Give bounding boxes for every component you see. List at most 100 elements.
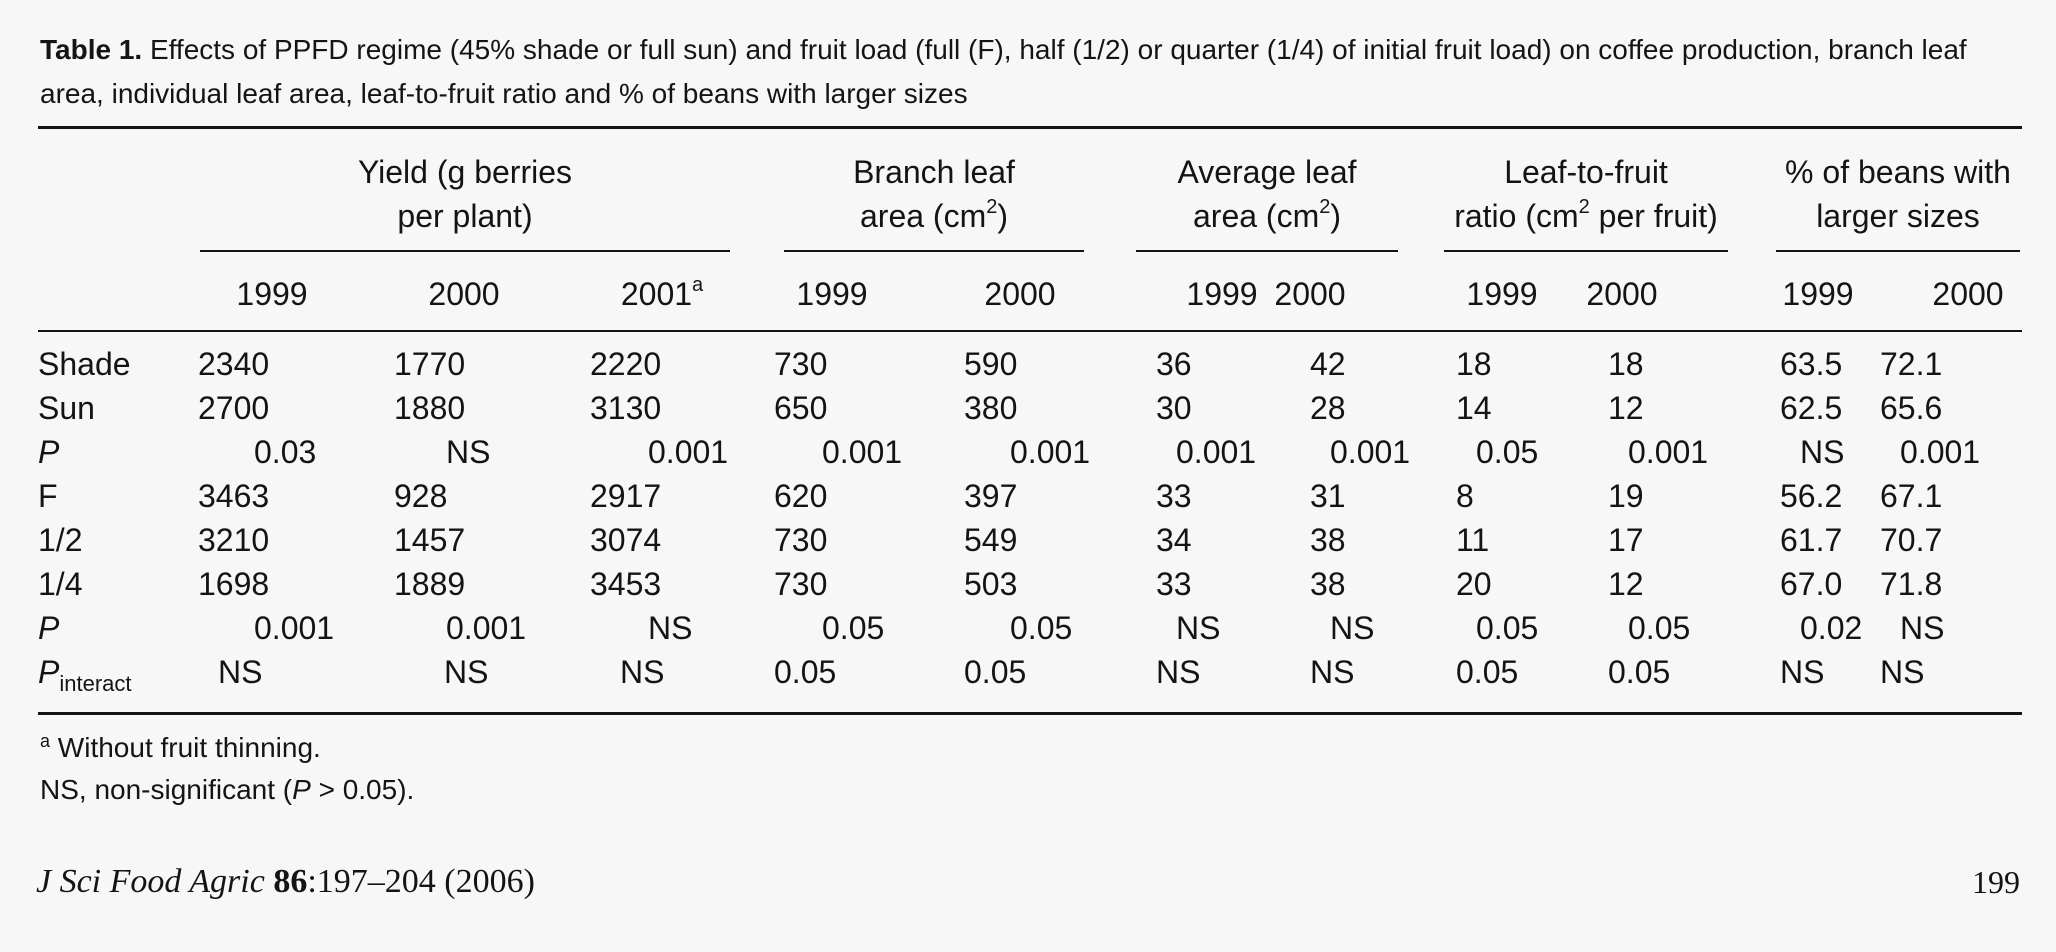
table-cell: NS: [1330, 610, 1375, 646]
footnote-a: a Without fruit thinning.: [40, 730, 321, 766]
table-cell: 38: [1310, 522, 1346, 558]
journal-name: J Sci Food Agric: [36, 863, 265, 900]
table-cell: 503: [964, 566, 1018, 602]
table-cell: 12: [1608, 566, 1644, 602]
table-cell: 2700: [198, 390, 270, 426]
table-cell: 71.8: [1880, 566, 1943, 602]
table-cell: 0.001: [822, 434, 903, 470]
table-cell: 0.05: [1608, 654, 1671, 690]
table-cell: 20: [1456, 566, 1492, 602]
header-beans-larger-sizes: % of beans with larger sizes: [1776, 150, 2020, 238]
year-label: 2001: [620, 276, 693, 312]
header-avgleaf-sup: 2: [1319, 196, 1331, 218]
row-label: P: [38, 608, 59, 648]
year-header: 2000: [1898, 274, 2038, 314]
journal-volume: 86: [273, 863, 308, 900]
table-cell: 1770: [394, 346, 466, 382]
table-cell: 65.6: [1880, 390, 1943, 426]
row-label-text: F: [38, 478, 58, 514]
table-cell: 0.001: [254, 610, 335, 646]
page-number: 199: [1972, 864, 2020, 900]
bottom-rule: [38, 712, 2022, 715]
year-label: 1999: [236, 276, 308, 312]
row-label: Pinteract: [38, 652, 132, 695]
row-label-subscript: interact: [59, 671, 132, 696]
table-cell: 3130: [590, 390, 662, 426]
table-cell: 36: [1156, 346, 1192, 382]
year-header: 2000: [1240, 274, 1380, 314]
year-label: 1999: [796, 276, 868, 312]
header-branch-sup: 2: [986, 196, 998, 218]
year-header: 2000: [1552, 274, 1692, 314]
table-cell: 56.2: [1780, 478, 1843, 514]
footnote-ns: NS, non-significant (P > 0.05).: [40, 772, 414, 808]
footnote-ns-p: P: [292, 774, 311, 805]
year-header: 1999: [1748, 274, 1888, 314]
avgleaf-underline: [1136, 250, 1398, 252]
table-cell: 549: [964, 522, 1018, 558]
year-label: 2000: [1586, 276, 1658, 312]
table-cell: 730: [774, 522, 828, 558]
year-label: 1999: [1782, 276, 1854, 312]
header-branch-line2-end: ): [997, 198, 1009, 234]
year-header: 1999: [762, 274, 902, 314]
table-cell: 730: [774, 566, 828, 602]
row-label: P: [38, 432, 59, 472]
header-beans-line1: % of beans with: [1785, 154, 2011, 190]
row-label-text: 1/2: [38, 522, 83, 558]
table-cell: 2340: [198, 346, 270, 382]
year-header: 1999: [1152, 274, 1292, 314]
table-cell: 0.02: [1800, 610, 1863, 646]
journal-pages: :197–204 (2006): [307, 863, 535, 900]
table-cell: 0.03: [254, 434, 317, 470]
table-cell: 0.001: [446, 610, 527, 646]
footnote-ns-text: NS, non-significant (: [40, 774, 293, 805]
top-rule: [38, 126, 2022, 129]
table-cell: 1698: [198, 566, 270, 602]
header-branch-leaf-area: Branch leaf area (cm2): [784, 150, 1084, 238]
table-cell: 67.0: [1780, 566, 1843, 602]
header-avgleaf-line2-end: ): [1330, 198, 1342, 234]
header-branch-line2: area (cm: [859, 198, 987, 234]
table-cell: 19: [1608, 478, 1644, 514]
table-cell: 18: [1456, 346, 1492, 382]
table-cell: 0.05: [774, 654, 837, 690]
year-header: 1999: [1432, 274, 1572, 314]
footnote-a-text: Without fruit thinning.: [50, 732, 321, 763]
year-header: 1999: [202, 274, 342, 314]
year-header: 2001a: [592, 274, 732, 314]
table-cell: 28: [1310, 390, 1346, 426]
header-ratio-sup: 2: [1578, 196, 1590, 218]
header-avgleaf-line2: area (cm: [1192, 198, 1320, 234]
table-cell: 0.05: [1476, 610, 1539, 646]
table-cell: 18: [1608, 346, 1644, 382]
table-cell: 17: [1608, 522, 1644, 558]
header-leaf-to-fruit-ratio: Leaf-to-fruit ratio (cm2 per fruit): [1444, 150, 1728, 238]
ratio-underline: [1444, 250, 1728, 252]
table-cell: 1889: [394, 566, 466, 602]
table-cell: NS: [1800, 434, 1845, 470]
header-average-leaf-area: Average leaf area (cm2): [1136, 150, 1398, 238]
table-cell: 72.1: [1880, 346, 1943, 382]
table-cell: 3074: [590, 522, 662, 558]
row-label-text: P: [38, 434, 60, 470]
table-cell: 33: [1156, 478, 1192, 514]
header-beans-line2: larger sizes: [1816, 198, 1980, 234]
table-cell: 8: [1456, 478, 1474, 514]
table-cell: NS: [1900, 610, 1945, 646]
table-cell: NS: [1156, 654, 1201, 690]
table-cell: 0.001: [1176, 434, 1257, 470]
caption-text: Effects of PPFD regime (45% shade or ful…: [40, 34, 1967, 109]
table-cell: 0.001: [1330, 434, 1411, 470]
year-label: 2000: [1274, 276, 1346, 312]
table-cell: 0.05: [1010, 610, 1073, 646]
branch-underline: [784, 250, 1084, 252]
table-cell: 2917: [590, 478, 662, 514]
table-cell: 30: [1156, 390, 1192, 426]
row-label: 1/4: [38, 564, 82, 604]
row-label: Shade: [38, 344, 131, 384]
table-cell: NS: [1176, 610, 1221, 646]
table-cell: 70.7: [1880, 522, 1943, 558]
table-cell: NS: [1310, 654, 1355, 690]
row-label-text: 1/4: [38, 566, 83, 602]
